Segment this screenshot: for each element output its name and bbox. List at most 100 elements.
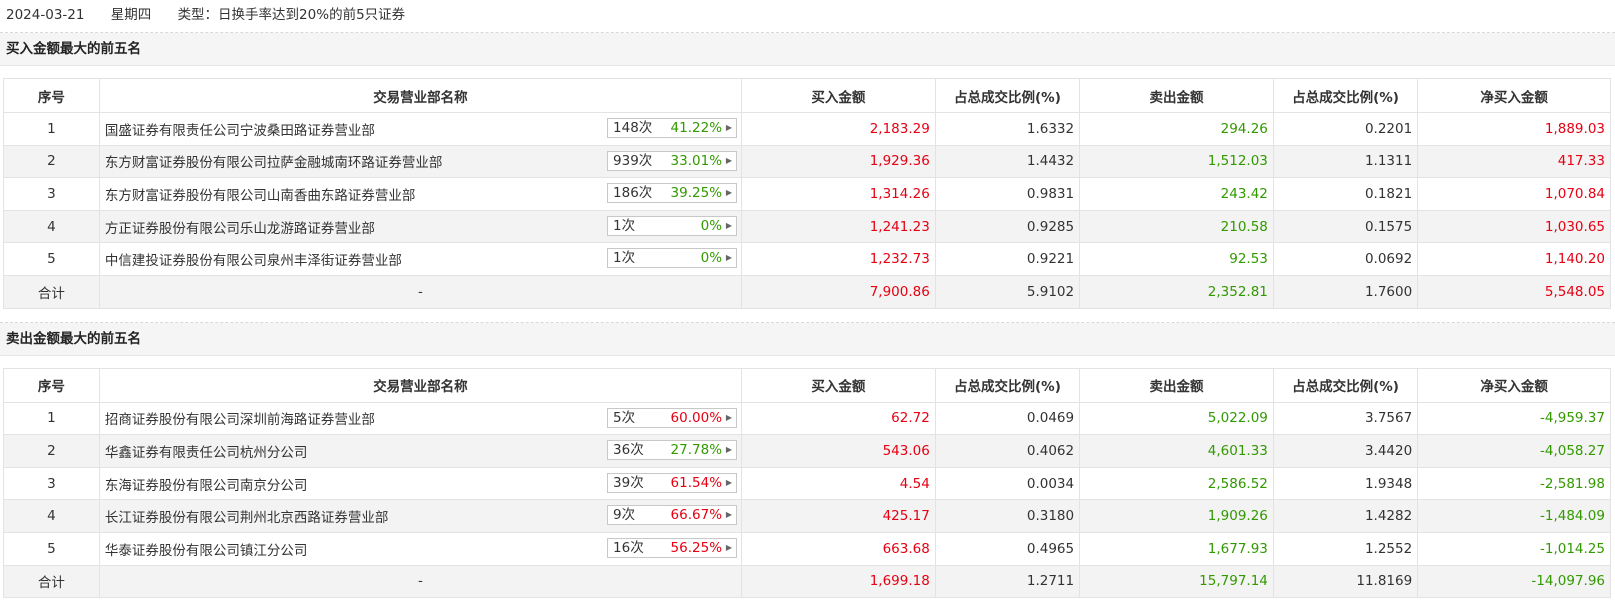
branch-stats-button[interactable]: 939次 33.01% ▶	[607, 150, 738, 171]
net-buy-amount: -1,484.09	[1417, 499, 1611, 533]
row-index: 3	[3, 466, 100, 501]
branch-name-link[interactable]: 国盛证券有限责任公司宁波桑田路证券营业部	[104, 122, 375, 139]
sell-ratio: 1.4282	[1272, 499, 1419, 533]
buy-ratio: 0.9285	[934, 209, 1081, 244]
net-buy-amount: -2,581.98	[1417, 466, 1611, 501]
sell-amount: 210.58	[1079, 209, 1274, 244]
sell-ratio: 0.0692	[1272, 242, 1419, 276]
win-rate: 56.25%	[670, 539, 723, 556]
buy-ratio: 1.4432	[934, 144, 1081, 179]
table-row: 3 东方财富证券股份有限公司山南香曲东路证券营业部 186次 39.25% ▶ 1,314…	[3, 177, 1611, 211]
table-row: 5 华泰证券股份有限公司镇江分公司 16次 56.25% ▶ 663.68 0.4965 1,…	[3, 531, 1611, 566]
branch-name-link[interactable]: 长江证券股份有限公司荆州北京西路证券营业部	[104, 510, 389, 527]
section-title: 卖出金额最大的前五名	[0, 322, 1615, 356]
total-buy-ratio: 1.2711	[934, 564, 1081, 599]
buy-amount: 2,183.29	[741, 112, 936, 146]
branch-name-cell: 中信建投证券股份有限公司泉州丰泽街证券营业部 1次 0% ▶	[98, 242, 743, 276]
branch-name-link[interactable]: 招商证券股份有限公司深圳前海路证券营业部	[104, 412, 375, 429]
total-buy-amount: 1,699.18	[741, 564, 936, 599]
branch-name-link[interactable]: 华泰证券股份有限公司镇江分公司	[104, 542, 308, 559]
win-rate: 39.25%	[670, 185, 723, 202]
branch-stats-button[interactable]: 5次 60.00% ▶	[607, 407, 738, 428]
column-header: 卖出金额	[1079, 78, 1274, 113]
triangle-right-icon: ▶	[725, 220, 733, 230]
triangle-right-icon: ▶	[725, 510, 733, 520]
net-buy-amount: -4,058.27	[1417, 434, 1611, 468]
branch-name-link[interactable]: 东方财富证券股份有限公司拉萨金融城南环路证券营业部	[104, 155, 443, 172]
section-gap	[0, 66, 1615, 78]
total-sell-ratio: 1.7600	[1272, 274, 1419, 309]
win-rate: 66.67%	[670, 507, 723, 524]
triangle-right-icon: ▶	[725, 188, 733, 198]
triangle-right-icon: ▶	[725, 477, 733, 487]
branch-stats-button[interactable]: 9次 66.67% ▶	[607, 505, 738, 526]
list-type: 类型：日换手率达到20%的前5只证券	[177, 7, 406, 23]
listing-count: 1次	[613, 250, 636, 267]
buy-ratio: 0.0469	[934, 401, 1081, 436]
table-row: 2 华鑫证券有限责任公司杭州分公司 36次 27.78% ▶ 543.06 0.4062 4,…	[3, 434, 1611, 468]
row-index: 5	[3, 531, 100, 566]
buy-ratio: 0.0034	[934, 466, 1081, 501]
buy-amount: 425.17	[741, 499, 936, 533]
buy-amount: 4.54	[741, 466, 936, 501]
branch-name-link[interactable]: 东方财富证券股份有限公司山南香曲东路证券营业部	[104, 187, 416, 204]
sell-amount: 1,909.26	[1079, 499, 1274, 533]
net-buy-amount: -4,959.37	[1417, 401, 1611, 436]
net-buy-amount: 1,889.03	[1417, 112, 1611, 146]
listing-count: 148次	[613, 120, 653, 136]
row-index: 1	[3, 401, 100, 436]
table-row: 1 国盛证券有限责任公司宁波桑田路证券营业部 148次 41.22% ▶ 2,183.29…	[3, 112, 1611, 146]
triangle-right-icon: ▶	[725, 412, 733, 422]
branch-name-link[interactable]: 方正证券股份有限公司乐山龙游路证券营业部	[104, 220, 375, 237]
branch-stats-button[interactable]: 39次 61.54% ▶	[607, 472, 738, 493]
buy-amount: 1,929.36	[741, 144, 936, 179]
branch-name-link[interactable]: 华鑫证券有限责任公司杭州分公司	[104, 444, 308, 461]
win-rate: 0%	[700, 250, 723, 267]
table-row: 1 招商证券股份有限公司深圳前海路证券营业部 5次 60.00% ▶ 62.72 0.046…	[3, 401, 1611, 436]
sell-ratio: 1.1311	[1272, 144, 1419, 179]
column-header: 交易营业部名称	[98, 367, 743, 403]
branch-stats-button[interactable]: 186次 39.25% ▶	[607, 183, 738, 204]
top-info-bar: 2024-03-21 星期四 类型：日换手率达到20%的前5只证券	[0, 0, 1615, 33]
buy-amount: 543.06	[741, 434, 936, 468]
sell-amount: 1,677.93	[1079, 531, 1274, 566]
column-header: 交易营业部名称	[98, 78, 743, 113]
column-header: 序号	[3, 367, 100, 403]
row-index: 5	[3, 242, 100, 276]
column-header: 占总成交比例(%)	[934, 367, 1081, 403]
listing-count: 36次	[613, 442, 644, 459]
win-rate: 0%	[700, 217, 723, 234]
branch-name-cell: 华泰证券股份有限公司镇江分公司 16次 56.25% ▶	[98, 531, 743, 566]
triangle-right-icon: ▶	[725, 542, 733, 552]
listing-count: 16次	[613, 539, 644, 556]
branch-stats-button[interactable]: 1次 0% ▶	[607, 248, 738, 269]
sell-ratio: 3.7567	[1272, 401, 1419, 436]
column-header: 净买入金额	[1417, 367, 1611, 403]
column-header: 占总成交比例(%)	[1272, 367, 1419, 403]
branch-stats-button[interactable]: 36次 27.78% ▶	[607, 440, 738, 461]
sell-ratio: 0.1575	[1272, 209, 1419, 244]
branch-stats-button[interactable]: 1次 0% ▶	[607, 215, 738, 236]
column-header: 序号	[3, 78, 100, 113]
total-sell-amount: 2,352.81	[1079, 274, 1274, 309]
row-index: 4	[3, 499, 100, 533]
total-row: 合计 -1,699.18 1.2711 15,797.14 11.8169 -14,097…	[3, 564, 1611, 599]
dragon-tiger-table: 序号 交易营业部名称 买入金额 占总成交比例(%) 卖出金额 占总成交比例(%) 净买入金额…	[3, 367, 1611, 599]
sell-amount: 294.26	[1079, 112, 1274, 146]
branch-name-cell: 东海证券股份有限公司南京分公司 39次 61.54% ▶	[98, 466, 743, 501]
net-buy-amount: 417.33	[1417, 144, 1611, 179]
triangle-right-icon: ▶	[725, 123, 733, 132]
row-index: 2	[3, 434, 100, 468]
buy-ratio: 0.9221	[934, 242, 1081, 276]
buy-ratio: 0.4062	[934, 434, 1081, 468]
triangle-right-icon: ▶	[725, 253, 733, 263]
column-header: 买入金额	[741, 78, 936, 113]
sell-amount: 243.42	[1079, 177, 1274, 211]
branch-stats-button[interactable]: 148次 41.22% ▶	[607, 118, 738, 138]
triangle-right-icon: ▶	[725, 155, 733, 165]
branch-name-link[interactable]: 东海证券股份有限公司南京分公司	[104, 477, 308, 494]
branch-name-link[interactable]: 中信建投证券股份有限公司泉州丰泽街证券营业部	[104, 253, 402, 270]
net-buy-amount: 1,070.84	[1417, 177, 1611, 211]
branch-stats-button[interactable]: 16次 56.25% ▶	[607, 537, 738, 558]
total-net-buy-amount: 5,548.05	[1417, 274, 1611, 309]
